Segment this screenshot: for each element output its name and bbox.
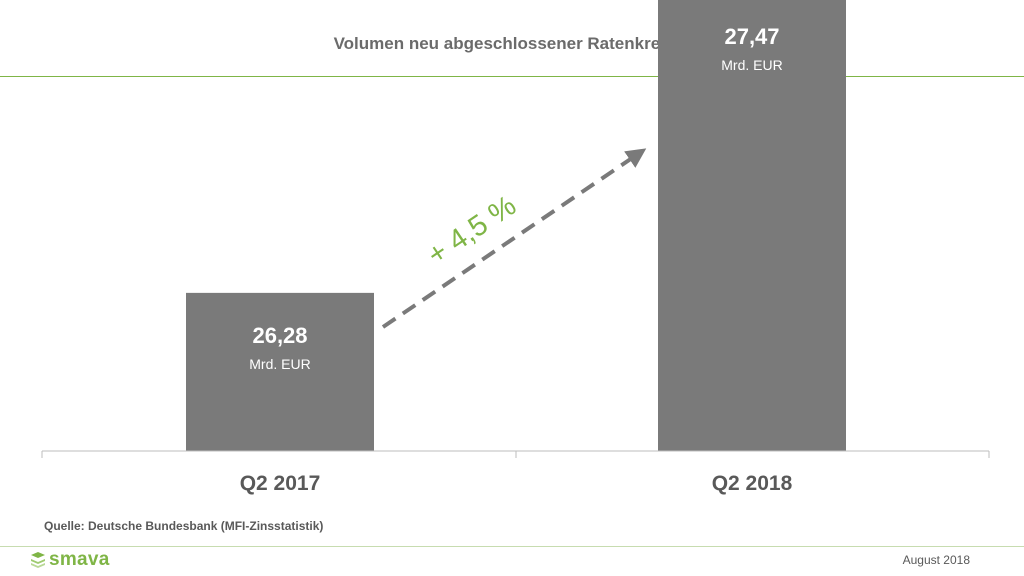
- growth-arrow: [381, 148, 647, 329]
- title-divider: [0, 76, 1024, 77]
- source-note: Quelle: Deutsche Bundesbank (MFI-Zinssta…: [44, 519, 324, 533]
- chart-title: Volumen neu abgeschlossener Ratenkredite: [333, 34, 691, 53]
- bar: [658, 0, 846, 452]
- footer-divider: [0, 546, 1024, 547]
- report-date: August 2018: [902, 553, 970, 567]
- logo-text: smava: [49, 549, 110, 570]
- smava-logo: smava: [30, 549, 110, 571]
- growth-annotation: + 4,5 %: [422, 190, 522, 272]
- bar-chart: 26,28 Mrd. EUR Q2 2017 27,47 Mrd. EUR Q2 2018…: [41, 0, 990, 495]
- bar-unit-label: Mrd. EUR: [721, 57, 782, 73]
- bar: [186, 292, 374, 451]
- x-tick-label: Q2 2017: [240, 472, 321, 495]
- bar-unit-label: Mrd. EUR: [249, 356, 310, 372]
- x-tick-label: Q2 2018: [712, 472, 793, 495]
- bar-value-label: 26,28: [252, 323, 307, 348]
- smava-stack-icon: [31, 552, 45, 568]
- bar-value-label: 27,47: [724, 24, 779, 49]
